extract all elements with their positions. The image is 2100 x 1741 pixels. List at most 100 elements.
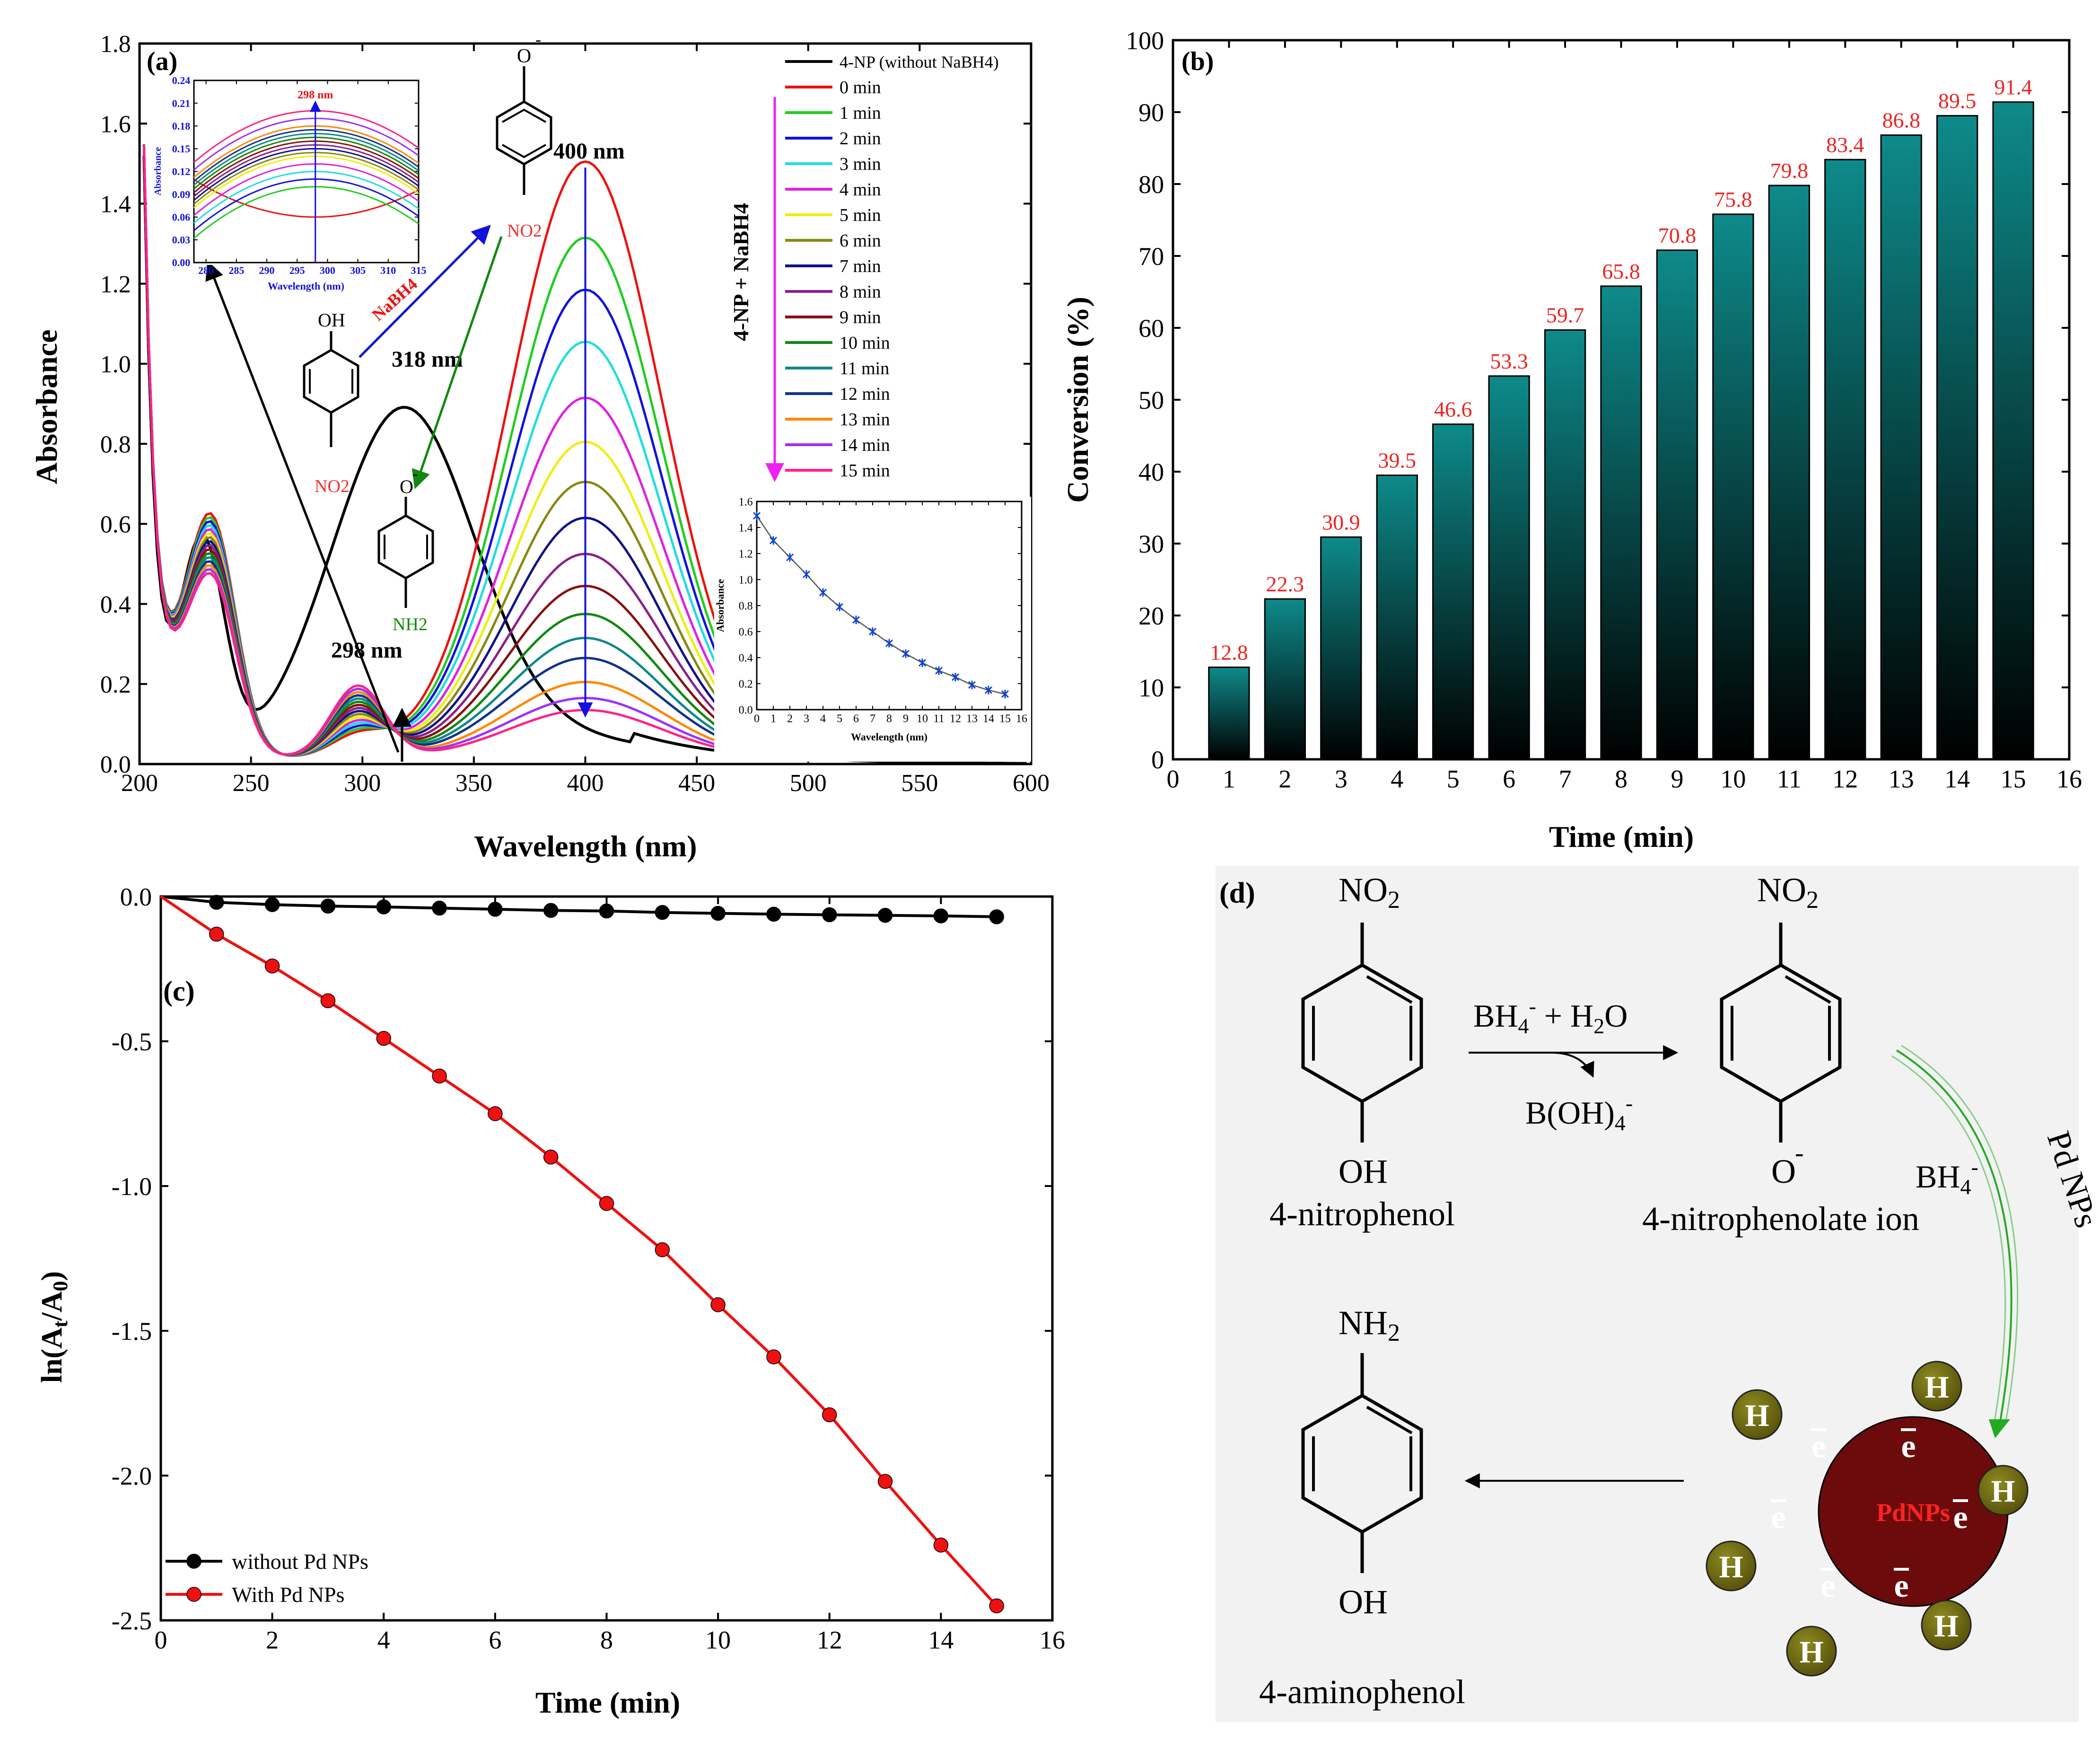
hydrogen-atom xyxy=(1706,1540,1757,1592)
series-point xyxy=(989,909,1004,924)
hydrogen-symbol: H xyxy=(1934,1609,1958,1644)
molecule-4-nitrophenol: NO2 OH 4-nitrophenol xyxy=(1269,871,1455,1233)
inset-right-point xyxy=(852,616,860,624)
bar xyxy=(1824,158,1866,760)
bar-value-label: 89.5 xyxy=(1938,89,1977,113)
inset-right-point xyxy=(935,666,943,675)
x-tick-label: 15 xyxy=(999,712,1011,725)
y-tick-label: 60 xyxy=(1138,314,1164,343)
y-tick-label: 0.0 xyxy=(739,704,753,716)
series-point xyxy=(877,1474,893,1489)
y-tick-label: 90 xyxy=(1138,98,1164,127)
inset-right-ylabel: Absorbance xyxy=(714,579,726,633)
y-tick-label: 0.2 xyxy=(100,671,131,698)
nitrophenolate-charge: - xyxy=(1795,1138,1804,1168)
bar-value-label: 70.8 xyxy=(1658,223,1697,247)
electron-symbol: e xyxy=(1894,1568,1908,1604)
y-tick-label: 0.6 xyxy=(100,511,131,538)
hydrogen-atom xyxy=(1786,1626,1837,1677)
bar xyxy=(1432,423,1474,760)
series-point xyxy=(543,903,559,918)
inset-right-point xyxy=(802,570,811,579)
nitrophenol-label: 4-nitrophenol xyxy=(1269,1195,1455,1233)
hydrogen-symbol: H xyxy=(1799,1635,1823,1670)
inset-right-point xyxy=(885,639,893,648)
legend-entry: 4 min xyxy=(840,180,881,200)
panel-b-letter: (b) xyxy=(1181,47,1214,76)
legend-entry: 9 min xyxy=(840,308,881,327)
legend-entry: 3 min xyxy=(840,154,881,174)
x-tick-label: 12 xyxy=(1832,765,1858,793)
x-tick-label: 0 xyxy=(1167,765,1180,793)
panel-c-letter: (c) xyxy=(163,976,195,1007)
hydrogen-atom xyxy=(1978,1465,2029,1516)
y-tick-label: 0.06 xyxy=(172,211,191,223)
x-tick-label: 16 xyxy=(1016,712,1027,725)
bar xyxy=(1264,598,1306,760)
legend-entry: 13 min xyxy=(840,410,890,430)
panel-c: 0 2 4 6 8 10 12 14 16 0.0 -0.5 -1.0 -1.5 -2.0 -2.5 (c)… xyxy=(36,883,1065,1719)
arrow-to-inset xyxy=(205,261,400,753)
hydrogen-symbol: H xyxy=(1745,1398,1769,1433)
x-tick-label: 3 xyxy=(804,712,809,725)
panel-a-axes: 200 250 300 350 400 450 500 550 6000.00.20.40.60… xyxy=(100,31,1050,797)
x-tick-label: 16 xyxy=(1040,1626,1065,1654)
inset-right-point xyxy=(868,627,877,636)
bar-value-label: 83.4 xyxy=(1826,132,1864,157)
y-tick-label: -2.0 xyxy=(112,1462,152,1490)
x-tick-label: 2 xyxy=(787,712,793,725)
x-tick-label: 0 xyxy=(754,712,760,725)
series-point xyxy=(933,1538,949,1553)
y-tick-label: -1.5 xyxy=(112,1317,152,1345)
inset-left-xlabel: Wavelength (nm) xyxy=(268,280,344,292)
electron-symbol: e xyxy=(1811,1428,1826,1465)
x-tick-label: 11 xyxy=(1777,765,1802,793)
y-tick-label: 1.8 xyxy=(100,31,131,58)
series-point xyxy=(655,905,670,920)
inset-right-point xyxy=(968,680,976,689)
hydrogen-group: H H H H H H xyxy=(1706,1361,2029,1677)
inset-left-ylabel: Absorbance xyxy=(153,147,163,195)
x-tick-label: 10 xyxy=(705,1626,731,1654)
y-tick-label: 0.6 xyxy=(739,626,753,638)
x-tick-label: 500 xyxy=(790,770,827,797)
panel-b-xlabel: Time (min) xyxy=(1549,820,1694,853)
legend-entry: 12 min xyxy=(840,384,890,404)
x-tick-label: 2 xyxy=(266,1626,279,1654)
hydrogen-symbol: H xyxy=(1991,1474,2015,1509)
legend-entry: 8 min xyxy=(840,282,881,302)
inset-right-line xyxy=(756,515,1006,695)
electron-symbol: e xyxy=(1820,1568,1835,1604)
bar xyxy=(1768,185,1810,760)
legend-entry: 15 min xyxy=(840,461,890,481)
panel-a-ylabel: Absorbance xyxy=(30,329,63,484)
legend-entry: 4-NP (without NaBH4) xyxy=(840,53,999,71)
x-tick-label: 13 xyxy=(1889,765,1914,793)
x-tick-label: 9 xyxy=(1671,765,1683,793)
y-tick-label: -2.5 xyxy=(112,1607,152,1635)
inset-left-curve xyxy=(193,129,419,182)
legend-entry: 7 min xyxy=(840,256,881,276)
x-tick-label: 1 xyxy=(770,712,776,725)
label-nabh4: NaBH4 xyxy=(368,274,421,325)
series-point xyxy=(320,898,336,914)
reductant-label: BH4- xyxy=(1916,1155,1978,1199)
inset-right-point xyxy=(951,673,960,682)
y-tick-label: 0 xyxy=(1151,746,1164,774)
inset-left-curve xyxy=(193,163,419,216)
bar xyxy=(1600,285,1642,760)
x-tick-label: 6 xyxy=(853,712,859,725)
y-tick-label: 30 xyxy=(1138,530,1164,558)
series-point xyxy=(488,902,503,917)
hydrogen-atom xyxy=(1732,1389,1783,1440)
hydrogen-atom xyxy=(1921,1600,1972,1651)
series-point xyxy=(376,899,391,914)
svg-text:NO2: NO2 xyxy=(507,221,542,241)
x-tick-label: 4 xyxy=(377,1626,390,1654)
x-tick-label: 6 xyxy=(489,1626,501,1654)
reagent-top: BH4- + H2O xyxy=(1473,994,1628,1038)
series-point xyxy=(264,897,280,912)
nitrophenolate-label: 4-nitrophenolate ion xyxy=(1642,1200,1919,1238)
series-point xyxy=(710,906,726,921)
arrow-green xyxy=(411,236,503,489)
